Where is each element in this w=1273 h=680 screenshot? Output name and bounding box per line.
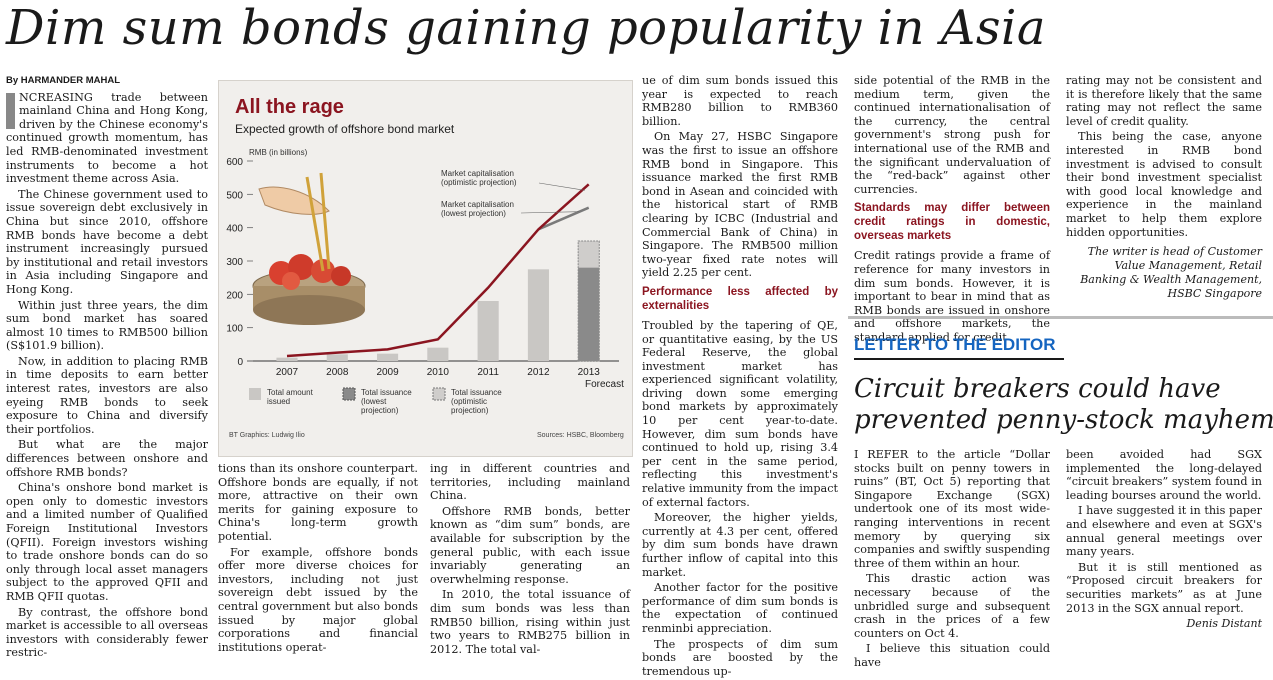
letter-headline-line-2: prevented penny-stock mayhem bbox=[854, 405, 1273, 435]
paragraph: By contrast, the offshore bond market is… bbox=[6, 605, 208, 660]
y-tick-label: 600 bbox=[226, 157, 243, 168]
y-tick-label: 400 bbox=[226, 224, 243, 235]
paragraph: In 2010, the total issuance of dim sum b… bbox=[430, 588, 630, 656]
paragraph: China's onshore bond market is open only… bbox=[6, 481, 208, 603]
chart-svg: All the rage Expected growth of offshore… bbox=[226, 96, 624, 439]
annotation-leader bbox=[538, 182, 585, 191]
article-col-1: By HARMANDER MAHAL NCREASING trade betwe… bbox=[6, 74, 208, 662]
bar-total-issued bbox=[527, 269, 549, 361]
legend-swatch-issued bbox=[249, 388, 261, 400]
paragraph: I have suggested it in this paper and el… bbox=[1066, 504, 1262, 559]
letter-col-2: been avoided had SGX implemented the lon… bbox=[1066, 448, 1262, 631]
x-tick-label: 2007 bbox=[276, 367, 299, 378]
paragraph: Another factor for the positive performa… bbox=[642, 581, 838, 635]
bar-total-issued bbox=[377, 353, 399, 361]
article-col-4: ue of dim sum bonds issued this year is … bbox=[642, 74, 838, 680]
y-tick-label: 500 bbox=[226, 190, 243, 201]
chart-subtitle: Expected growth of offshore bond market bbox=[235, 122, 455, 136]
y-axis-label: RMB (in billions) bbox=[249, 148, 308, 157]
paragraph: But it is still mentioned as “Proposed c… bbox=[1066, 560, 1262, 615]
chart-lines bbox=[286, 182, 590, 358]
annotation-lowest: Market capitalisation (lowest projection) bbox=[441, 200, 514, 218]
x-tick-label: 2011 bbox=[477, 367, 499, 378]
line-market-cap-lowest bbox=[537, 206, 590, 231]
legend-lowest: Total issuance (lowest projection) bbox=[361, 388, 412, 415]
chart-title: All the rage bbox=[235, 96, 344, 118]
article-col-5: side potential of the RMB in the medium … bbox=[854, 74, 1050, 347]
paragraph: Credit ratings provide a frame of refere… bbox=[854, 249, 1050, 344]
subhead-performance: Performance less affected by externaliti… bbox=[642, 285, 838, 312]
x-tick-label: 2012 bbox=[527, 367, 550, 378]
section-divider bbox=[848, 316, 1273, 319]
paragraph: Within just three years, the dim sum bon… bbox=[6, 298, 208, 353]
paragraph: Now, in addition to placing RMB in time … bbox=[6, 354, 208, 436]
paragraph: tions than its onshore counterpart. Offs… bbox=[218, 462, 418, 543]
paragraph: The Chinese government used to issue sov… bbox=[6, 187, 208, 296]
bar-total-issued bbox=[276, 357, 298, 361]
paragraph: Troubled by the tapering of QE, or quant… bbox=[642, 318, 838, 509]
bar-total-issued bbox=[326, 354, 348, 361]
letter-headline: Circuit breakers could have prevented pe… bbox=[854, 374, 1273, 436]
letter-label-underline bbox=[854, 358, 1064, 360]
paragraph: This drastic action was necessary becaus… bbox=[854, 572, 1050, 640]
letter-col-1: I REFER to the article “Dollar stocks bu… bbox=[854, 448, 1050, 672]
letter-headline-line-1: Circuit breakers could have bbox=[854, 374, 1221, 404]
letter-section-label: LETTER TO THE EDITOR bbox=[854, 335, 1056, 354]
bar-lowest-projection bbox=[578, 267, 600, 361]
paragraph: I believe this situation could have bbox=[854, 642, 1050, 669]
article-col-3: ing in different countries and territori… bbox=[430, 462, 630, 658]
line-market-cap-optimistic bbox=[286, 183, 590, 358]
paragraph: Offshore RMB bonds, better known as “dim… bbox=[430, 504, 630, 586]
annotation-leader bbox=[520, 211, 579, 214]
paragraph: I REFER to the article “Dollar stocks bu… bbox=[854, 448, 1050, 570]
credit-right: Sources: HSBC, Bloomberg bbox=[537, 432, 624, 439]
chart-bars bbox=[276, 240, 600, 362]
paragraph: NCREASING trade between mainland China a… bbox=[6, 90, 208, 186]
legend-swatch-lowest bbox=[342, 387, 356, 401]
y-tick-label: 100 bbox=[226, 324, 243, 335]
dropcap bbox=[6, 92, 15, 129]
x-tick-label: 2010 bbox=[427, 367, 450, 378]
article-col-6: rating may not be consistent and it is t… bbox=[1066, 74, 1262, 301]
bar-total-issued bbox=[427, 347, 449, 361]
chart: All the rage Expected growth of offshore… bbox=[218, 80, 633, 457]
x-tick-label: 2009 bbox=[376, 367, 399, 378]
paragraph: been avoided had SGX implemented the lon… bbox=[1066, 448, 1262, 502]
y-tick-label: 300 bbox=[226, 257, 243, 268]
x-tick-label: 2013 bbox=[578, 367, 601, 378]
y-tick-label: 200 bbox=[226, 290, 243, 301]
paragraph: rating may not be consistent and it is t… bbox=[1066, 74, 1262, 128]
paragraph: The prospects of dim sum bonds are boost… bbox=[642, 637, 838, 678]
byline: By HARMANDER MAHAL bbox=[6, 75, 120, 86]
paragraph: Moreover, the higher yields, currently a… bbox=[642, 511, 838, 579]
paragraph: side potential of the RMB in the medium … bbox=[854, 74, 1050, 196]
y-tick-label: 0 bbox=[237, 357, 243, 368]
chart-legend: Total amount issued Total issuance (lowest… bbox=[249, 387, 502, 415]
paragraph: But what are the major differences betwe… bbox=[6, 438, 208, 479]
dim-sum-illustration bbox=[252, 172, 366, 325]
legend-optimistic: Total issuance (optimistic projection) bbox=[451, 388, 502, 415]
paragraph: ing in different countries and territori… bbox=[430, 462, 630, 503]
forecast-label: Forecast bbox=[585, 379, 624, 390]
legend-issued: Total amount issued bbox=[267, 388, 314, 406]
paragraph: ue of dim sum bonds issued this year is … bbox=[642, 74, 838, 128]
article-col-2: tions than its onshore counterpart. Offs… bbox=[218, 462, 418, 656]
x-tick-label: 2008 bbox=[326, 367, 349, 378]
subhead-standards: Standards may differ between credit rati… bbox=[854, 202, 1050, 243]
paragraph: On May 27, HSBC Singapore was the first … bbox=[642, 130, 838, 280]
paragraph: For example, offshore bonds offer more d… bbox=[218, 545, 418, 654]
bar-total-issued bbox=[477, 301, 499, 361]
annotation-optimistic: Market capitalisation (optimistic project… bbox=[441, 169, 517, 187]
paragraph: This being the case, anyone interested i… bbox=[1066, 130, 1262, 239]
chart-labels: 0 100 200 300 400 500 600 2007 2008 2009 2010 2011 2… bbox=[226, 157, 600, 378]
credit-left: BT Graphics: Ludwig Ilio bbox=[229, 432, 305, 439]
headline: Dim sum bonds gaining popularity in Asia bbox=[6, 0, 1046, 56]
legend-swatch-optimistic bbox=[432, 387, 446, 401]
writer-note: The writer is head of Customer Value Man… bbox=[1080, 245, 1262, 301]
